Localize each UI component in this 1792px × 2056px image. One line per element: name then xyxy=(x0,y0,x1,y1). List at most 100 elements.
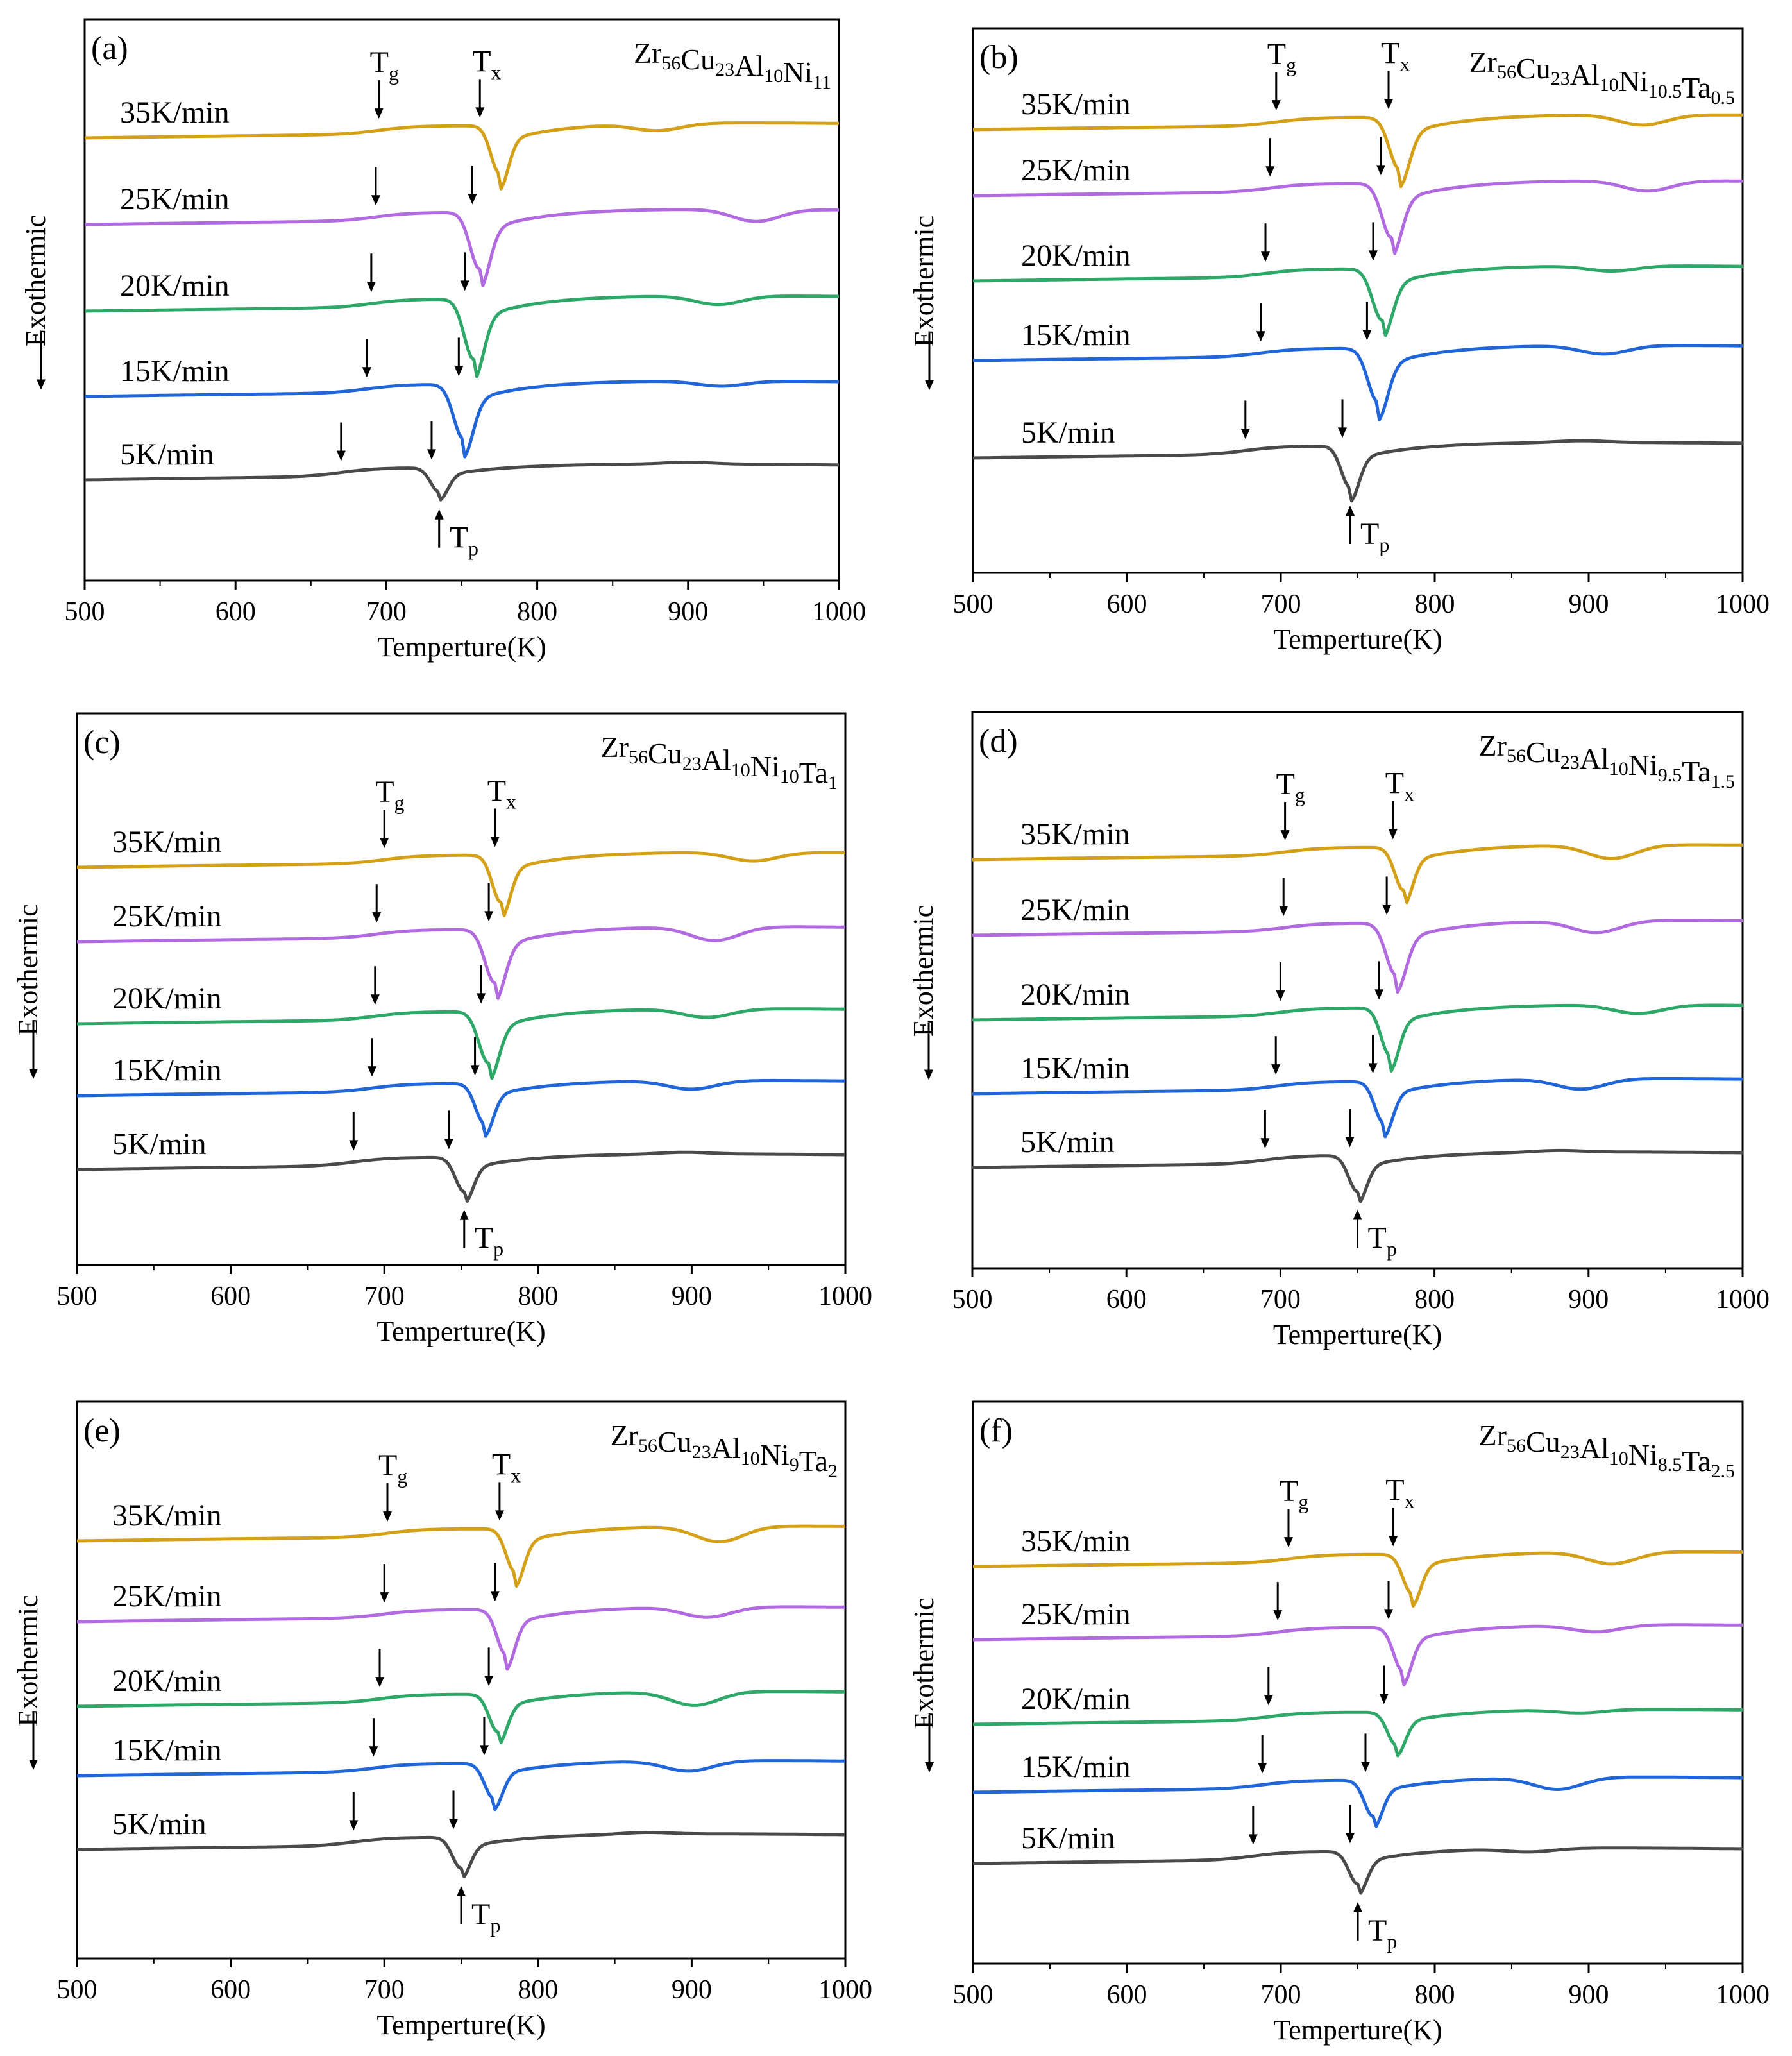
x-tick-label: 600 xyxy=(1107,1980,1147,2010)
x-tick-label: 500 xyxy=(57,1282,97,1311)
tx-arrow-head xyxy=(1368,1063,1378,1074)
tx-arrow-head xyxy=(490,837,500,847)
composition-element: Al xyxy=(711,1432,741,1465)
tx-label-main: T xyxy=(487,774,506,808)
tx-label: Tx xyxy=(492,1447,521,1486)
series-label: 25K/min xyxy=(120,182,230,216)
x-tick-label: 900 xyxy=(668,597,708,627)
tp-arrow-head xyxy=(459,1209,469,1220)
tp-label-sub: p xyxy=(493,1237,503,1261)
tg-label-main: T xyxy=(375,775,394,809)
composition-element: Zr xyxy=(601,731,629,763)
composition-subscript: 9 xyxy=(790,1454,799,1475)
composition-subscript: 10 xyxy=(1600,74,1619,96)
tp-label-sub: p xyxy=(468,537,478,560)
composition-element: Ta xyxy=(1682,755,1711,788)
y-axis-title: Exothermic xyxy=(908,905,939,1037)
panel-a: 500 600 700 800 900 1000 Temperture(K) Exotherm… xyxy=(20,18,866,663)
series-label: 15K/min xyxy=(112,1053,222,1087)
tg-label: Tg xyxy=(1276,767,1305,806)
tg-label-main: T xyxy=(1280,1474,1298,1508)
x-axis-title: Temperture(K) xyxy=(376,1316,545,1347)
tg-arrow-head xyxy=(1256,331,1265,342)
tp-label-sub: p xyxy=(1387,1237,1397,1261)
composition-element: Ta xyxy=(799,1445,828,1477)
tg-label-main: T xyxy=(1267,37,1286,71)
composition-label: Zr56Cu23Al10Ni9Ta2 xyxy=(611,1419,838,1482)
composition-subscript: 2.5 xyxy=(1711,1461,1736,1482)
x-tick-label: 1000 xyxy=(818,1282,872,1311)
tg-arrow-head xyxy=(380,838,389,849)
x-tick-label: 800 xyxy=(1415,590,1455,619)
tg-arrow-head xyxy=(1248,1834,1258,1845)
tx-label-sub: x xyxy=(1405,1489,1415,1512)
x-axis-title: Temperture(K) xyxy=(1273,2014,1442,2046)
series-label: 20K/min xyxy=(1021,239,1131,273)
tg-label-sub: g xyxy=(1295,783,1305,806)
x-tick-label: 900 xyxy=(672,1975,712,2005)
tp-arrow-head xyxy=(1353,1209,1362,1220)
tx-arrow-head xyxy=(1345,1137,1355,1148)
exothermic-arrow-head xyxy=(925,1762,934,1772)
y-axis-title: Exothermic xyxy=(12,1595,44,1726)
composition-label: Zr56Cu23Al10Ni10Ta1 xyxy=(601,731,838,794)
series-label: 20K/min xyxy=(112,1664,222,1698)
dsc-curve-25K-per-min xyxy=(76,1605,846,1671)
x-tick-label: 700 xyxy=(1261,1980,1301,2010)
series-label: 20K/min xyxy=(1021,1682,1131,1716)
x-axis-title: Temperture(K) xyxy=(376,2009,545,2041)
tx-arrow-head xyxy=(468,194,477,205)
dsc-curve-15K-per-min xyxy=(972,1775,1743,1828)
tg-label-main: T xyxy=(1276,767,1295,801)
x-tick-label: 800 xyxy=(1415,1980,1455,2010)
composition-element: Ni xyxy=(1619,65,1648,98)
series-label: 35K/min xyxy=(120,96,230,130)
tg-arrow-head xyxy=(362,367,371,378)
series-label: 35K/min xyxy=(1020,817,1130,851)
tp-arrow-head xyxy=(434,509,444,520)
tx-arrow-head xyxy=(1376,165,1385,176)
tx-label: Tx xyxy=(472,44,501,83)
tg-arrow-head xyxy=(366,282,376,293)
x-tick-label: 800 xyxy=(517,597,557,627)
tx-label: Tx xyxy=(1381,36,1410,75)
tg-arrow-head xyxy=(1264,1695,1273,1706)
x-tick-label: 900 xyxy=(1568,1285,1609,1314)
tx-arrow-head xyxy=(484,1676,494,1686)
x-tick-label: 500 xyxy=(952,1285,993,1314)
composition-subscript: 9.5 xyxy=(1658,765,1682,786)
composition-label: Zr56Cu23Al10Ni11 xyxy=(634,37,831,93)
dsc-curve-20K-per-min xyxy=(972,1003,1743,1073)
dsc-curve-35K-per-min xyxy=(76,1524,846,1588)
tx-arrow-head xyxy=(1382,905,1392,915)
series-label: 20K/min xyxy=(120,269,230,303)
composition-subscript: 11 xyxy=(813,72,831,93)
composition-element: Ni xyxy=(750,750,780,783)
tg-label: Tg xyxy=(375,775,404,814)
tg-label: Tg xyxy=(378,1449,407,1488)
dsc-curve-15K-per-min xyxy=(76,1759,845,1812)
tg-arrow-head xyxy=(375,1677,385,1688)
dsc-curve-15K-per-min xyxy=(84,380,840,459)
dsc-curve-35K-per-min xyxy=(972,1550,1743,1608)
composition-subscript: 10 xyxy=(1609,758,1628,779)
tp-label: Tp xyxy=(471,1898,500,1937)
tx-arrow-head xyxy=(490,1591,500,1602)
composition-subscript: 23 xyxy=(715,59,734,80)
tp-label: Tp xyxy=(450,521,478,560)
tx-arrow-head xyxy=(1338,427,1347,438)
panel-label: (b) xyxy=(979,39,1019,76)
tx-label-main: T xyxy=(492,1447,511,1481)
series-label: 5K/min xyxy=(1021,416,1115,450)
dsc-curve-20K-per-min xyxy=(84,294,840,378)
tg-arrow-head xyxy=(1280,830,1290,841)
panel-f: 500 600 700 800 900 1000 Temperture(K) Exotherm… xyxy=(908,1400,1770,2046)
tx-arrow-head xyxy=(479,1745,489,1756)
y-axis-title: Exothermic xyxy=(12,904,44,1035)
tp-label-sub: p xyxy=(1379,533,1389,556)
tx-label-sub: x xyxy=(506,790,516,813)
tx-arrow-head xyxy=(427,449,436,460)
dsc-curve-5K-per-min xyxy=(972,439,1743,503)
tg-arrow-head xyxy=(371,195,380,206)
tp-label-main: T xyxy=(475,1221,493,1255)
